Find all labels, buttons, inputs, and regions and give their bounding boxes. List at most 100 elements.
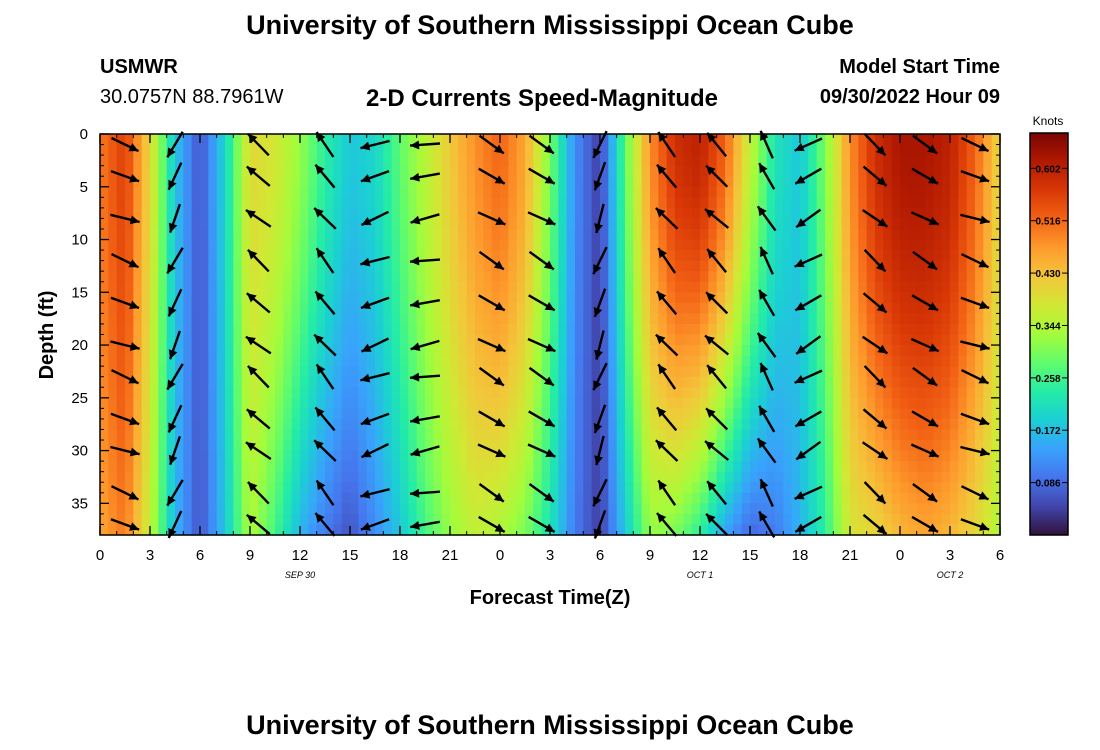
- heatmap-cell: [766, 471, 776, 483]
- heatmap-cell: [225, 228, 234, 241]
- heatmap-cell: [550, 503, 559, 515]
- heatmap-cell: [691, 345, 701, 357]
- heatmap-cell: [891, 524, 901, 536]
- heatmap-cell: [466, 334, 476, 346]
- heatmap-cell: [158, 461, 168, 473]
- heatmap-cell: [741, 176, 751, 188]
- heatmap-cell: [633, 387, 643, 399]
- heatmap-cell: [766, 155, 776, 167]
- heatmap-cell: [425, 376, 434, 388]
- heatmap-cell: [550, 165, 559, 177]
- heatmap-cell: [708, 155, 718, 167]
- heatmap-cell: [550, 418, 559, 431]
- heatmap-cell: [166, 366, 176, 378]
- heatmap-cell: [558, 250, 568, 262]
- heatmap-cell: [108, 228, 118, 241]
- heatmap-cell: [733, 482, 743, 494]
- heatmap-cell: [241, 197, 251, 209]
- heatmap-cell: [850, 492, 859, 504]
- heatmap-cell: [575, 524, 584, 536]
- heatmap-cell: [400, 134, 409, 146]
- heatmap-cell: [616, 524, 626, 536]
- heatmap-cell: [275, 440, 284, 452]
- heatmap-cell: [208, 218, 218, 230]
- heatmap-cell: [200, 450, 209, 462]
- heatmap-cell: [375, 397, 384, 409]
- heatmap-cell: [783, 218, 793, 230]
- heatmap-cell: [850, 418, 859, 431]
- heatmap-cell: [850, 366, 859, 378]
- heatmap-cell: [950, 387, 959, 399]
- heatmap-cell: [883, 471, 893, 483]
- heatmap-cell: [925, 271, 934, 283]
- heatmap-cell: [441, 376, 451, 388]
- current-arrow: [166, 247, 184, 275]
- heatmap-cell: [941, 418, 951, 431]
- heatmap-cell: [308, 376, 318, 388]
- heatmap-cell: [358, 482, 368, 494]
- current-arrow: [960, 445, 990, 457]
- heatmap-cell: [108, 313, 118, 325]
- heatmap-cell: [233, 302, 243, 314]
- heatmap-cell: [358, 440, 368, 452]
- heatmap-cell: [550, 260, 559, 272]
- heatmap-cell: [358, 165, 368, 177]
- heatmap-cell: [141, 228, 151, 241]
- heatmap-cell: [891, 292, 901, 304]
- current-arrow: [477, 337, 506, 353]
- current-arrow: [863, 248, 887, 273]
- heatmap-cell: [583, 482, 593, 494]
- heatmap-cell: [291, 450, 301, 462]
- heatmap-cell: [941, 482, 951, 494]
- heatmap-cell: [866, 197, 876, 209]
- heatmap-cell: [675, 186, 684, 198]
- heatmap-cell: [591, 482, 601, 494]
- heatmap-cell: [791, 165, 801, 177]
- current-arrow: [477, 211, 506, 226]
- heatmap-cell: [458, 397, 468, 409]
- heatmap-cell: [283, 165, 293, 177]
- heatmap-cell: [666, 482, 676, 494]
- heatmap-cell: [641, 355, 651, 367]
- heatmap-cell: [850, 302, 859, 314]
- heatmap-cell: [100, 524, 109, 536]
- heatmap-cell: [141, 524, 151, 536]
- heatmap-cell: [883, 165, 893, 177]
- heatmap-cell: [825, 260, 834, 272]
- heatmap-cell: [841, 440, 851, 452]
- heatmap-cell: [658, 155, 668, 167]
- heatmap-cell: [916, 429, 926, 441]
- x-tick-label: 3: [146, 547, 154, 564]
- heatmap-cell: [908, 144, 918, 156]
- heatmap-cell: [883, 397, 893, 409]
- heatmap-cell: [700, 313, 709, 325]
- heatmap-cell: [825, 355, 834, 367]
- heatmap-cell: [391, 228, 401, 241]
- heatmap-cell: [983, 186, 993, 198]
- heatmap-cell: [225, 450, 234, 462]
- heatmap-cell: [333, 450, 343, 462]
- heatmap-cell: [491, 355, 501, 367]
- heatmap-cell: [858, 503, 868, 515]
- heatmap-cell: [450, 313, 459, 325]
- heatmap-cell: [358, 207, 368, 220]
- heatmap-cell: [850, 176, 859, 188]
- heatmap-cell: [900, 165, 909, 177]
- heatmap-cell: [666, 228, 676, 241]
- heatmap-cell: [375, 366, 384, 378]
- heatmap-cell: [100, 228, 109, 241]
- heatmap-cell: [266, 366, 276, 378]
- heatmap-cell: [708, 429, 718, 441]
- heatmap-cell: [558, 292, 568, 304]
- heatmap-cell: [841, 450, 851, 462]
- heatmap-cell: [266, 134, 276, 146]
- heatmap-cell: [225, 366, 234, 378]
- heatmap-cell: [308, 366, 318, 378]
- heatmap-cell: [425, 218, 434, 230]
- heatmap-cell: [366, 197, 376, 209]
- heatmap-cell: [575, 260, 584, 272]
- heatmap-cell: [891, 461, 901, 473]
- heatmap-cell: [416, 165, 426, 177]
- heatmap-cell: [266, 450, 276, 462]
